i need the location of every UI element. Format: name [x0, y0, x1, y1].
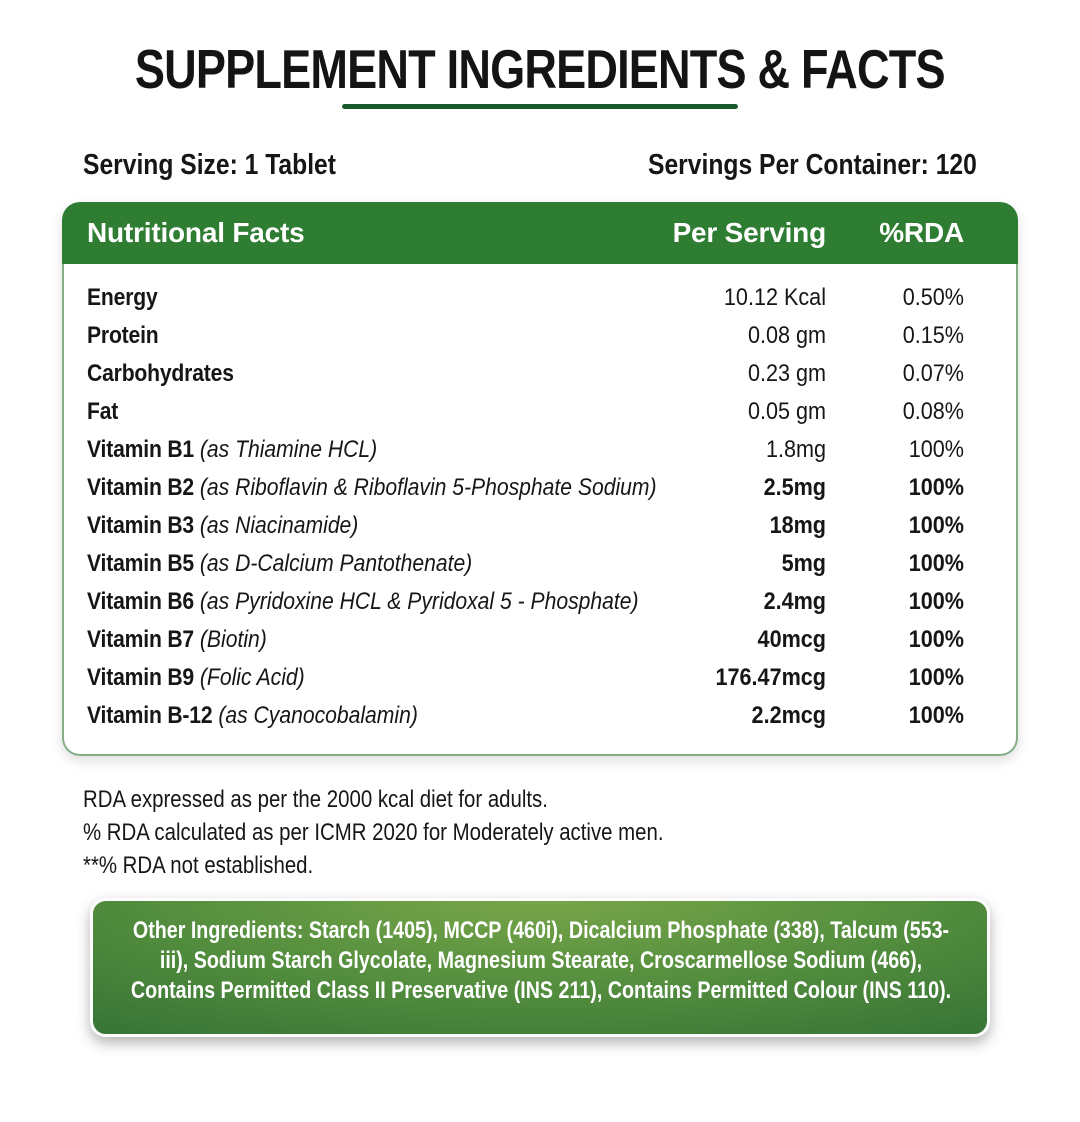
- per-serving-value: 2.5mg: [763, 474, 826, 501]
- note-line: % RDA calculated as per ICMR 2020 for Mo…: [83, 819, 664, 846]
- nutrient-detail: (as Niacinamide): [199, 512, 359, 539]
- note-line: **% RDA not established.: [83, 852, 314, 879]
- nutrient-label: Vitamin B6 (as Pyridoxine HCL & Pyridoxa…: [87, 588, 639, 616]
- table-row: Vitamin B7 (Biotin) 40mcg 100%: [87, 621, 964, 659]
- note-line: RDA expressed as per the 2000 kcal diet …: [83, 786, 548, 813]
- table-row: Vitamin B2 (as Riboflavin & Riboflavin 5…: [87, 469, 964, 507]
- nutrient-detail: (Biotin): [199, 626, 267, 653]
- table-row: Vitamin B1 (as Thiamine HCL) 1.8mg 100%: [87, 431, 964, 469]
- rda-value: 100%: [908, 474, 964, 501]
- column-header-nutritional-facts: Nutritional Facts: [87, 217, 305, 248]
- per-serving-value: 5mg: [781, 550, 826, 577]
- rda-value: 100%: [908, 626, 964, 653]
- rda-value: 100%: [908, 512, 964, 539]
- table-row: Fat 0.05 gm 0.08%: [87, 393, 964, 431]
- rda-value: 100%: [908, 550, 964, 577]
- table-header: Nutritional Facts Per Serving %RDA: [62, 202, 1018, 264]
- nutrient-name: Vitamin B3: [87, 512, 195, 539]
- title-underline: [342, 104, 738, 109]
- per-serving-value: 0.05 gm: [747, 398, 826, 425]
- nutrient-name: Vitamin B6: [87, 588, 195, 615]
- nutrient-detail: (as Riboflavin & Riboflavin 5-Phosphate …: [199, 474, 657, 501]
- nutrient-name: Vitamin B-12: [87, 702, 213, 729]
- per-serving-value: 0.08 gm: [747, 322, 826, 349]
- nutrient-label: Vitamin B1 (as Thiamine HCL): [87, 436, 583, 464]
- nutrient-label: Vitamin B7 (Biotin): [87, 626, 583, 654]
- rda-value: 100%: [908, 436, 964, 463]
- nutrient-label: Carbohydrates: [87, 360, 583, 388]
- nutrient-name: Energy: [87, 284, 158, 311]
- other-ingredients-box: Other Ingredients: Starch (1405), MCCP (…: [90, 898, 990, 1037]
- nutrient-label: Vitamin B2 (as Riboflavin & Riboflavin 5…: [87, 474, 657, 502]
- table-body: Energy 10.12 Kcal 0.50% Protein 0.08 gm …: [62, 264, 1018, 756]
- per-serving-value: 176.47mcg: [715, 664, 826, 691]
- nutrient-detail: (as Cyanocobalamin): [218, 702, 418, 729]
- column-header-rda: %RDA: [879, 217, 964, 248]
- nutrient-name: Vitamin B9: [87, 664, 195, 691]
- nutrient-name: Protein: [87, 322, 159, 349]
- nutrient-label: Vitamin B5 (as D-Calcium Pantothenate): [87, 550, 583, 578]
- rda-value: 0.07%: [902, 360, 964, 387]
- rda-value: 0.15%: [902, 322, 964, 349]
- rda-value: 100%: [908, 588, 964, 615]
- table-row: Vitamin B9 (Folic Acid) 176.47mcg 100%: [87, 659, 964, 697]
- nutrient-name: Vitamin B1: [87, 436, 195, 463]
- nutrient-label: Vitamin B-12 (as Cyanocobalamin): [87, 702, 583, 730]
- rda-value: 100%: [908, 702, 964, 729]
- table-row: Vitamin B5 (as D-Calcium Pantothenate) 5…: [87, 545, 964, 583]
- nutrient-label: Vitamin B3 (as Niacinamide): [87, 512, 583, 540]
- table-row: Carbohydrates 0.23 gm 0.07%: [87, 355, 964, 393]
- nutrient-name: Vitamin B7: [87, 626, 195, 653]
- nutrient-name: Vitamin B5: [87, 550, 195, 577]
- nutrient-detail: (Folic Acid): [199, 664, 305, 691]
- per-serving-value: 2.2mcg: [751, 702, 826, 729]
- nutrient-name: Carbohydrates: [87, 360, 234, 387]
- nutrient-label: Vitamin B9 (Folic Acid): [87, 664, 583, 692]
- per-serving-value: 0.23 gm: [747, 360, 826, 387]
- rda-value: 100%: [908, 664, 964, 691]
- other-ingredients-text: Other Ingredients: Starch (1405), MCCP (…: [130, 917, 952, 1004]
- table-row: Vitamin B-12 (as Cyanocobalamin) 2.2mcg …: [87, 697, 964, 735]
- per-serving-value: 10.12 Kcal: [723, 284, 826, 311]
- nutrient-detail: (as Pyridoxine HCL & Pyridoxal 5 - Phosp…: [199, 588, 639, 615]
- servings-per-container-label: Servings Per Container: 120: [648, 149, 977, 181]
- rda-notes: RDA expressed as per the 2000 kcal diet …: [83, 783, 1040, 882]
- per-serving-value: 40mcg: [757, 626, 826, 653]
- nutrient-label: Protein: [87, 322, 583, 350]
- table-row: Energy 10.12 Kcal 0.50%: [87, 279, 964, 317]
- rda-value: 0.08%: [902, 398, 964, 425]
- serving-info-row: Serving Size: 1 Tablet Servings Per Cont…: [83, 147, 977, 183]
- serving-size-label: Serving Size: 1 Tablet: [83, 149, 336, 181]
- title-section: SUPPLEMENT INGREDIENTS & FACTS: [0, 42, 1080, 109]
- per-serving-value: 18mg: [769, 512, 826, 539]
- page-title: SUPPLEMENT INGREDIENTS & FACTS: [135, 38, 946, 100]
- table-row: Vitamin B3 (as Niacinamide) 18mg 100%: [87, 507, 964, 545]
- rda-value: 0.50%: [902, 284, 964, 311]
- nutrient-label: Energy: [87, 284, 583, 312]
- nutrient-detail: (as D-Calcium Pantothenate): [199, 550, 473, 577]
- nutrient-name: Fat: [87, 398, 119, 425]
- nutrient-name: Vitamin B2: [87, 474, 195, 501]
- per-serving-value: 2.4mg: [763, 588, 826, 615]
- nutrition-facts-table: Nutritional Facts Per Serving %RDA Energ…: [62, 202, 1018, 756]
- nutrient-detail: (as Thiamine HCL): [199, 436, 378, 463]
- column-header-per-serving: Per Serving: [672, 217, 827, 248]
- per-serving-value: 1.8mg: [765, 436, 826, 463]
- nutrient-label: Fat: [87, 398, 583, 426]
- table-row: Protein 0.08 gm 0.15%: [87, 317, 964, 355]
- table-row: Vitamin B6 (as Pyridoxine HCL & Pyridoxa…: [87, 583, 964, 621]
